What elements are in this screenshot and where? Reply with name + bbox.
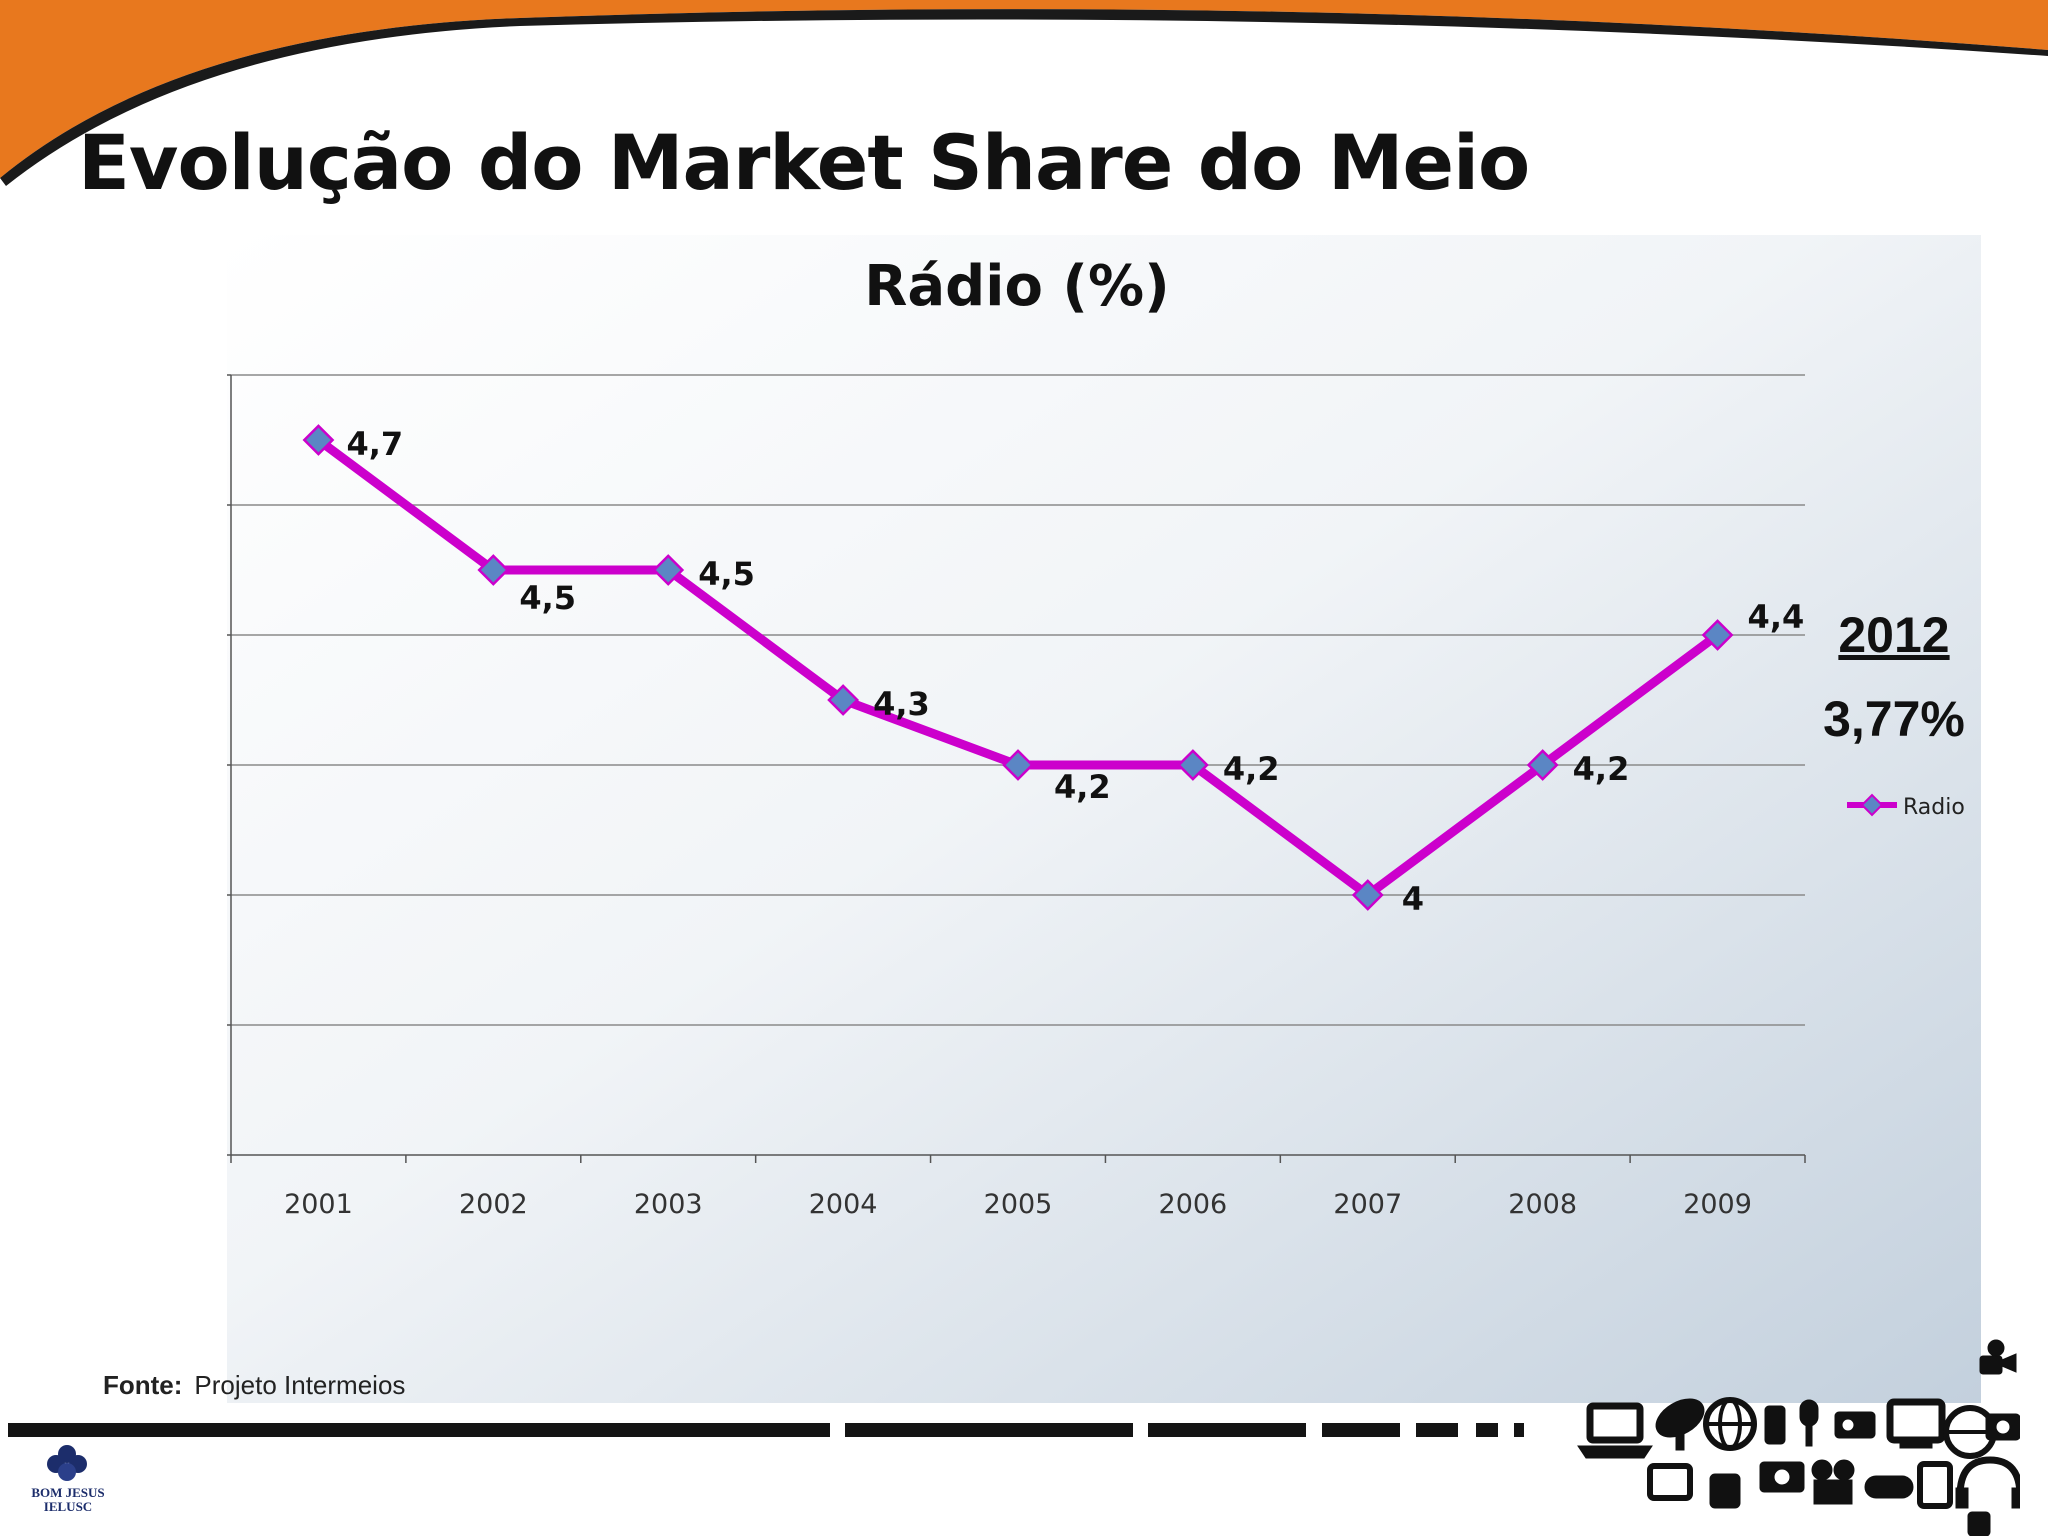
television-icon [1886,1398,1946,1449]
header-swoosh [0,0,2048,186]
legend: Radio [1847,793,1965,820]
logo-line2: IELUSC [43,1499,93,1514]
data-label: 4,3 [873,685,930,723]
x-tick-label: 2003 [634,1189,703,1220]
photo-camera-icon [1759,1461,1805,1493]
gamepad-icon [1864,1475,1914,1499]
data-point-marker [1701,619,1734,651]
logo-line1: BOM JESUS [31,1485,105,1500]
data-label: 4,5 [519,579,576,617]
x-tick-label: 2001 [284,1189,353,1220]
film-camera-icon [1811,1459,1855,1505]
x-tick-label: 2006 [1159,1189,1228,1220]
data-point-marker [827,684,860,716]
slide-title: Evolução do Market Share do Meio [78,118,1530,207]
mobile-phone-icon-2 [1967,1511,1991,1536]
camera-icon [1985,1413,2020,1441]
data-label: 4,2 [1223,750,1280,788]
x-tick-label: 2005 [984,1189,1053,1220]
data-point-marker [1176,749,1209,781]
data-label: 4,2 [1054,768,1111,806]
data-point-marker [302,424,335,456]
source-label: Fonte: [103,1370,183,1400]
chart-background [227,235,1981,1403]
tv-small-icon [1647,1463,1693,1501]
data-label: 4,5 [698,555,755,593]
microphone-icon [1799,1399,1819,1447]
laptop-icon [1577,1402,1653,1459]
x-tick-label: 2007 [1333,1189,1402,1220]
phone-icon [1709,1473,1741,1509]
series-markers [302,424,1734,911]
data-label: 4 [1402,880,1424,918]
data-label: 4,7 [346,425,403,463]
globe-icon [1703,1397,1757,1451]
data-point-marker [1351,879,1384,911]
x-tick-labels: 2001 2002 2003 2004 2005 2006 2007 2008 2009 [284,1189,1752,1220]
institution-logo: BOM JESUS IELUSC [18,1440,118,1522]
footer-dashed-band [8,1423,1524,1437]
chart-title: Rádio (%) [864,254,1169,319]
data-label: 4,2 [1573,750,1630,788]
axes [227,374,1806,1163]
data-point-marker [652,554,685,586]
data-point-marker [477,554,510,586]
satellite-dish-icon [1655,1398,1705,1451]
camcorder-icon [1979,1339,2017,1375]
note-value: 3,77% [1823,691,1965,747]
mobile-phone-icon [1764,1405,1786,1445]
logo-mark-icon [47,1445,87,1481]
data-label: 4,4 [1748,598,1805,636]
x-tick-label: 2002 [459,1189,528,1220]
media-icons-collage [1577,1339,2020,1536]
radio-icon [1834,1411,1876,1439]
legend-label: Radio [1903,795,1965,820]
headphones-icon [1955,1456,2020,1509]
x-tick-label: 2008 [1508,1189,1577,1220]
source-line: Fonte: Projeto Intermeios [103,1370,405,1401]
tablet-icon [1917,1461,1953,1509]
data-point-marker [1002,749,1034,781]
line-chart: Rádio (%) 3,63,844,24,44,64,8 2001200220… [227,235,1981,1403]
x-tick-label: 2004 [809,1189,878,1220]
year-note: 2012 3,77% [1814,606,1974,748]
data-labels: 4,7 4,5 4,5 4,3 4,2 4,2 4 4,2 4,4 [346,425,1804,918]
source-text: Projeto Intermeios [194,1370,406,1400]
note-year: 2012 [1838,607,1950,663]
x-tick-label: 2009 [1683,1189,1752,1220]
legend-marker [1860,793,1884,817]
data-point-marker [1526,749,1559,781]
